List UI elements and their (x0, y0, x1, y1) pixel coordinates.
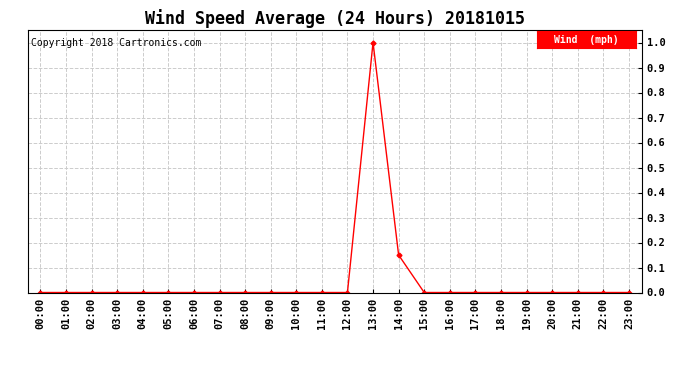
Text: Copyright 2018 Cartronics.com: Copyright 2018 Cartronics.com (30, 38, 201, 48)
Title: Wind Speed Average (24 Hours) 20181015: Wind Speed Average (24 Hours) 20181015 (145, 9, 524, 28)
